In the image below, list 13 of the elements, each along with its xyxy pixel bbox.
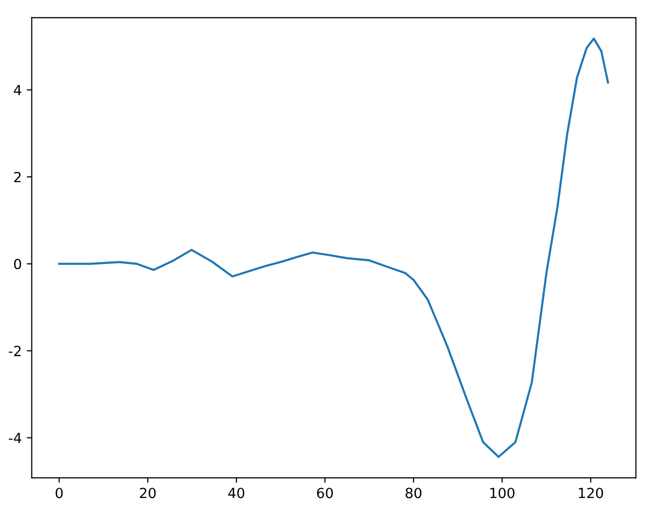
line-series — [58, 38, 610, 458]
y-tick-label: 2 — [14, 172, 21, 182]
y-tick-label: 0 — [14, 258, 22, 270]
x-tick-label: 60 — [317, 488, 333, 498]
y-tick-label: 4 — [14, 85, 22, 96]
x-tick-label: 120 — [578, 488, 604, 498]
x-tick-label: 40 — [228, 488, 244, 498]
x-tick-label: 20 — [140, 488, 156, 498]
y-tick-label: -2 — [8, 346, 21, 356]
x-tick-label: 100 — [490, 488, 514, 498]
x-tick-label: 0 — [56, 488, 63, 498]
y-tick-label: -4 — [8, 432, 22, 444]
x-tick-label: 80 — [406, 488, 422, 498]
